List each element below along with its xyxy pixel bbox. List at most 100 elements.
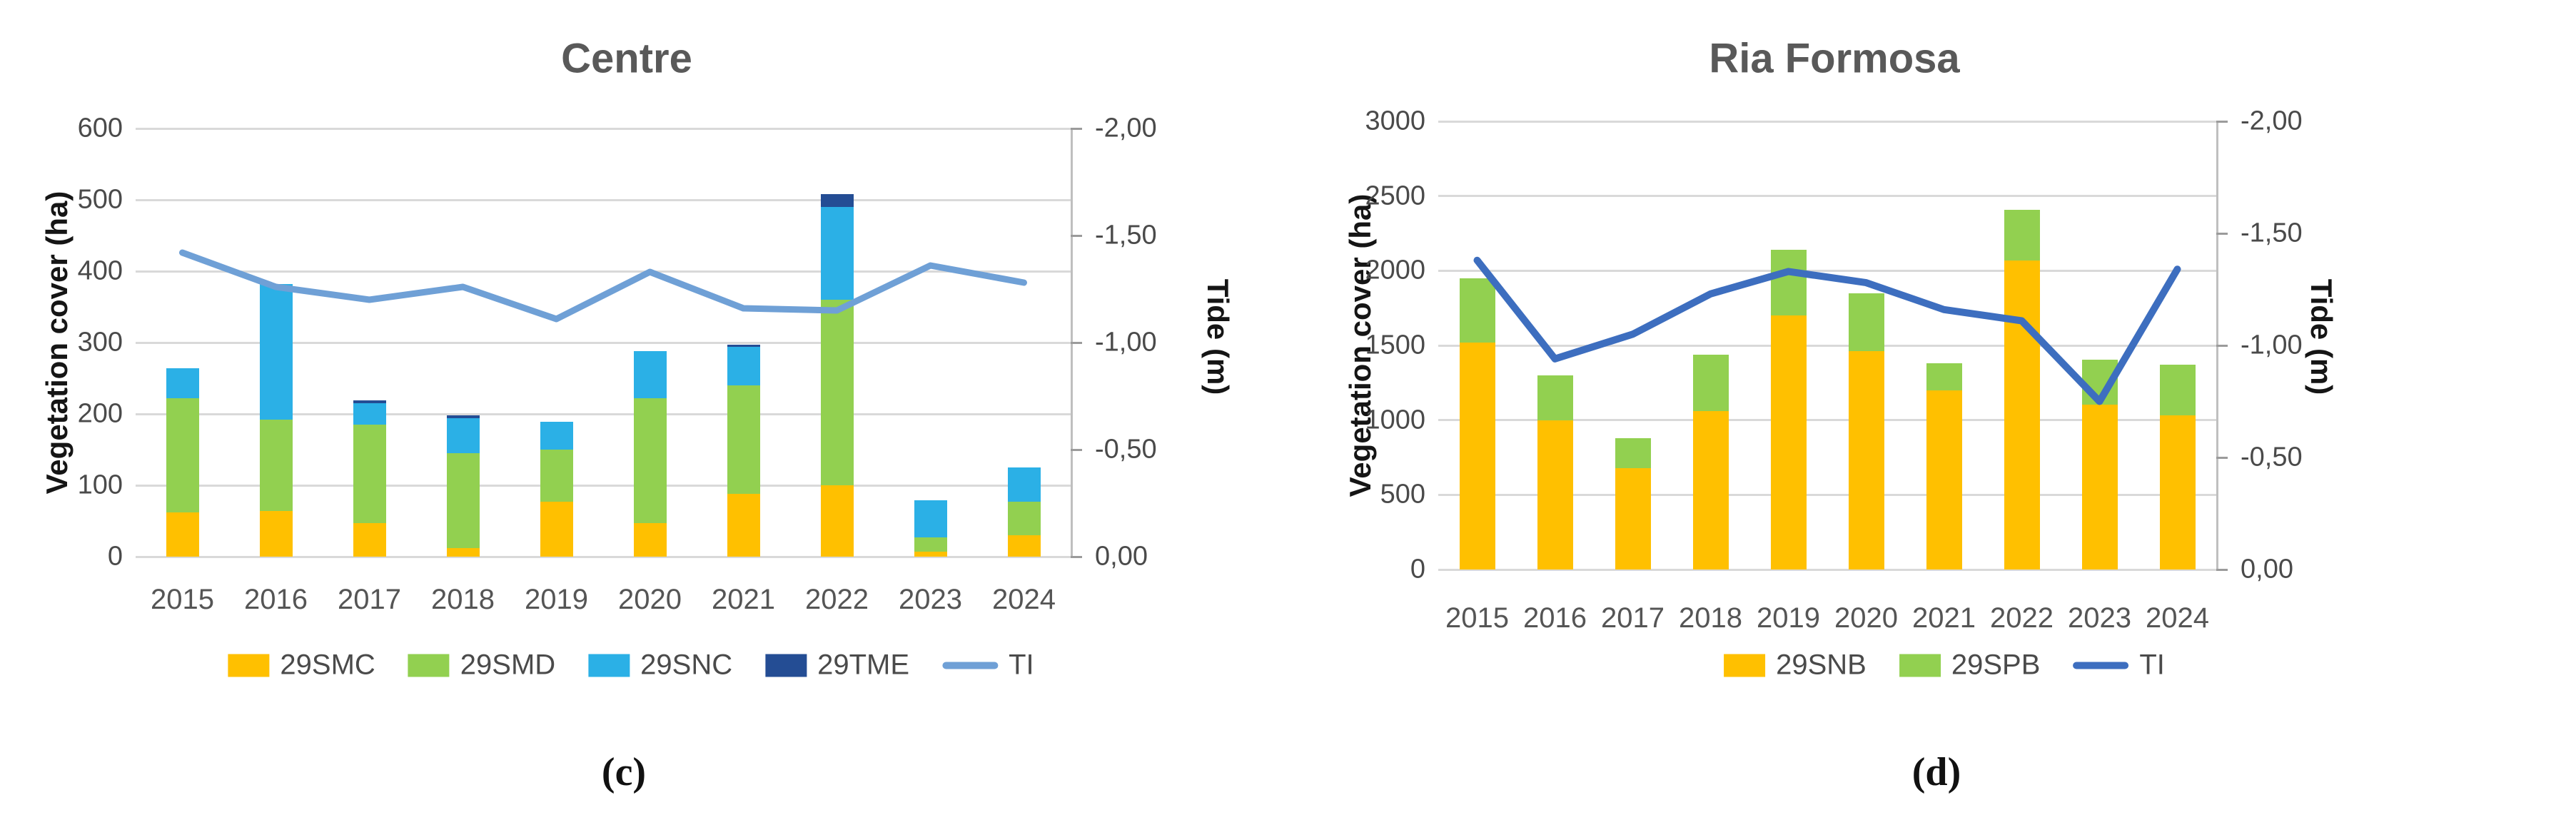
y2-tick-label: -2,00 bbox=[1095, 113, 1157, 143]
legend-label-29SMD: 29SMD bbox=[460, 649, 556, 681]
bar-segment-29SMD-2018 bbox=[446, 453, 480, 548]
x-tick-label-2020: 2020 bbox=[618, 584, 682, 615]
bar-segment-29SMC-2020 bbox=[633, 523, 667, 557]
legend-swatch-icon bbox=[765, 654, 807, 677]
y2-tick-label: -0,50 bbox=[1095, 434, 1157, 465]
bar-segment-29SMC-2022 bbox=[820, 485, 854, 557]
x-tick-label-2020: 2020 bbox=[1834, 602, 1898, 634]
y-tick-label: 300 bbox=[77, 327, 123, 358]
x-tick-label-2016: 2016 bbox=[244, 584, 308, 615]
bar-segment-29SNB-2020 bbox=[1848, 351, 1884, 570]
gridline bbox=[1438, 120, 2216, 123]
x-tick-label-2016: 2016 bbox=[1523, 602, 1587, 634]
x-tick-label-2015: 2015 bbox=[151, 584, 214, 615]
y2-tick-mark bbox=[2216, 120, 2228, 123]
legend-item-29SNB: 29SNB bbox=[1724, 649, 1867, 682]
legend-item-29SNC: 29SNC bbox=[588, 649, 732, 682]
legend-label-29SNB: 29SNB bbox=[1776, 649, 1867, 681]
bar-segment-29SMC-2024 bbox=[1007, 535, 1041, 557]
gridline bbox=[136, 412, 1071, 415]
bar-segment-29SMD-2022 bbox=[820, 300, 854, 485]
caption-d: (d) bbox=[1911, 750, 1961, 794]
x-tick-label-2018: 2018 bbox=[431, 584, 495, 615]
y-tick-label: 400 bbox=[77, 255, 123, 286]
bar-segment-29SMC-2018 bbox=[446, 548, 480, 557]
y-tick-label: 500 bbox=[1380, 479, 1425, 510]
bar-segment-29SNB-2024 bbox=[2159, 415, 2196, 570]
y2-tick-mark bbox=[1071, 234, 1082, 237]
bar-segment-29SNB-2016 bbox=[1537, 420, 1573, 570]
bar-segment-29SMD-2016 bbox=[259, 420, 293, 511]
bar-segment-29SMC-2015 bbox=[166, 512, 199, 557]
bar-segment-29SNB-2023 bbox=[2081, 404, 2118, 570]
y2-axis-title-centre: Tide (m) bbox=[1201, 278, 1235, 395]
y-tick-label: 0 bbox=[107, 541, 123, 572]
gridline bbox=[1438, 195, 2216, 198]
y-tick-label: 2500 bbox=[1365, 181, 1425, 211]
y-tick-label: 100 bbox=[77, 470, 123, 500]
legend-label-29SNC: 29SNC bbox=[640, 649, 733, 681]
x-tick-label-2017: 2017 bbox=[338, 584, 401, 615]
bar-segment-29SMC-2021 bbox=[727, 494, 760, 557]
ti-line-ria-formosa bbox=[1473, 256, 2181, 405]
y-tick-label: 1500 bbox=[1365, 330, 1425, 360]
bar-segment-29SPB-2020 bbox=[1848, 293, 1884, 352]
bar-segment-29SNC-2015 bbox=[166, 368, 199, 398]
gridline bbox=[1438, 493, 2216, 496]
x-tick-label-2022: 2022 bbox=[1990, 602, 2054, 634]
y2-tick-label: -0,50 bbox=[2241, 442, 2303, 472]
gridline bbox=[136, 555, 1071, 558]
gridline bbox=[136, 270, 1071, 273]
bar-segment-29SNC-2021 bbox=[727, 347, 760, 385]
bar-segment-29TME-2022 bbox=[820, 194, 854, 207]
x-tick-label-2015: 2015 bbox=[1445, 602, 1509, 634]
legend-label-TI: TI bbox=[1009, 649, 1034, 681]
legend-centre: 29SMC 29SMD 29SNC 29TME TI bbox=[228, 649, 1034, 682]
bar-segment-29SNC-2019 bbox=[540, 422, 573, 450]
bar-segment-29SPB-2019 bbox=[1770, 250, 1807, 316]
legend-label-29SPB: 29SPB bbox=[1951, 649, 2041, 681]
y-tick-label: 500 bbox=[77, 184, 123, 215]
y2-tick-mark bbox=[1071, 448, 1082, 451]
bar-segment-29SPB-2022 bbox=[2004, 209, 2040, 260]
gridline bbox=[1438, 568, 2216, 571]
y2-tick-mark bbox=[1071, 555, 1082, 558]
x-tick-label-2021: 2021 bbox=[712, 584, 775, 615]
x-tick-label-2024: 2024 bbox=[992, 584, 1056, 615]
legend-label-29SMC: 29SMC bbox=[280, 649, 375, 681]
legend-item-29TME: 29TME bbox=[765, 649, 909, 682]
y-tick-label: 3000 bbox=[1365, 106, 1425, 136]
x-tick-label-2023: 2023 bbox=[2068, 602, 2131, 634]
x-tick-label-2023: 2023 bbox=[899, 584, 962, 615]
bar-segment-29SPB-2018 bbox=[1692, 354, 1729, 412]
bar-segment-29SMD-2023 bbox=[914, 537, 947, 552]
legend-item-29SMC: 29SMC bbox=[228, 649, 375, 682]
y-tick-label: 600 bbox=[77, 113, 123, 143]
gridline bbox=[1438, 344, 2216, 347]
y2-tick-label: 0,00 bbox=[1095, 541, 1148, 572]
legend-ria-formosa: 29SNB 29SPB TI bbox=[1724, 649, 2165, 682]
y-tick-label: 0 bbox=[1410, 554, 1425, 584]
ti-line-centre bbox=[179, 249, 1027, 323]
bar-segment-29SMC-2019 bbox=[540, 502, 573, 557]
legend-swatch-icon bbox=[408, 654, 450, 677]
bar-segment-29SPB-2017 bbox=[1615, 437, 1651, 468]
bar-segment-29SMD-2021 bbox=[727, 385, 760, 494]
bar-segment-29TME-2021 bbox=[727, 345, 760, 347]
x-tick-label-2024: 2024 bbox=[2146, 602, 2209, 634]
bar-segment-29SNC-2017 bbox=[353, 403, 386, 425]
y2-tick-mark bbox=[1071, 341, 1082, 344]
legend-swatch-icon bbox=[1724, 654, 1766, 677]
legend-line-swatch-icon bbox=[942, 662, 999, 669]
gridline bbox=[136, 198, 1071, 201]
chart-title-centre: Centre bbox=[561, 35, 692, 82]
x-tick-label-2019: 2019 bbox=[525, 584, 588, 615]
y-tick-label: 200 bbox=[77, 398, 123, 429]
y2-tick-mark bbox=[2216, 344, 2228, 347]
x-tick-label-2021: 2021 bbox=[1912, 602, 1976, 634]
x-tick-label-2019: 2019 bbox=[1757, 602, 1820, 634]
legend-item-29SPB: 29SPB bbox=[1899, 649, 2041, 682]
x-tick-label-2018: 2018 bbox=[1679, 602, 1742, 634]
legend-label-TI: TI bbox=[2139, 649, 2165, 681]
